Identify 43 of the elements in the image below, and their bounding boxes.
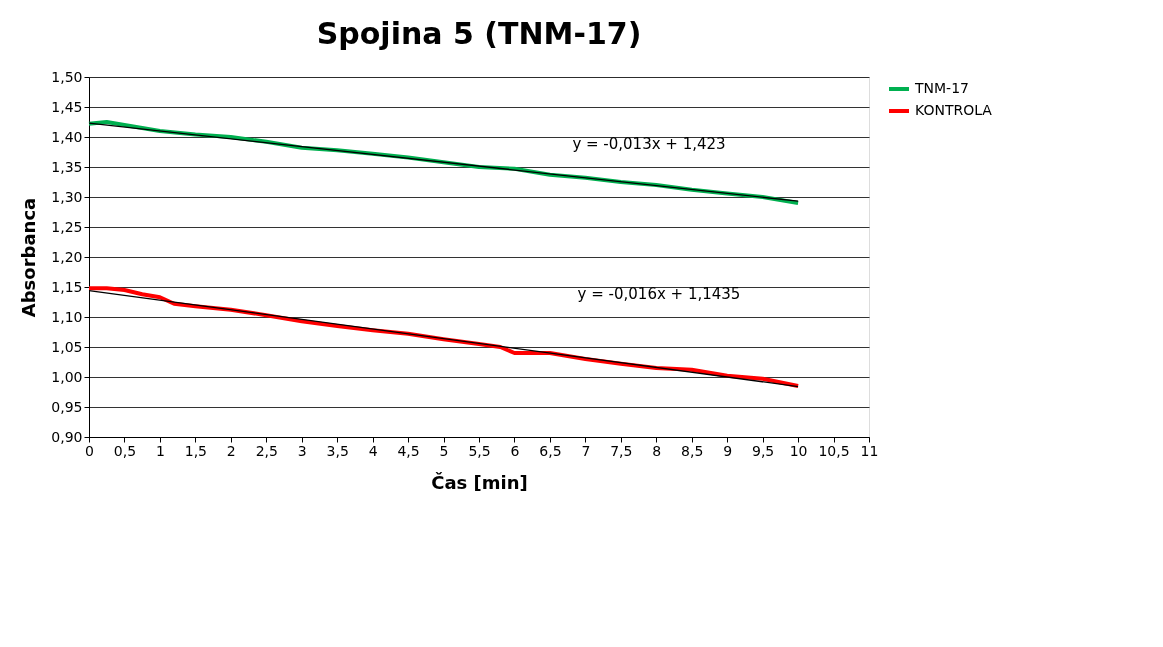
x-tick-label: 8,5 <box>681 442 704 459</box>
y-tick-label: 1,30 <box>51 188 83 205</box>
x-tick-label: 1 <box>155 442 165 459</box>
x-tick-label: 11 <box>860 442 879 459</box>
x-tick-label: 8 <box>652 442 662 459</box>
annotation: y = -0,013x + 1,423 <box>572 135 726 153</box>
x-tick-label: 9,5 <box>752 442 775 459</box>
annotation: y = -0,016x + 1,1435 <box>577 285 741 303</box>
x-tick-label: 10 <box>789 442 808 459</box>
y-tick-label: 1,25 <box>51 218 83 235</box>
legend-label: KONTROLA <box>915 102 993 118</box>
legend-label: TNM-17 <box>914 80 969 96</box>
y-tick-label: 0,95 <box>51 398 83 415</box>
x-tick-label: 0,5 <box>113 442 137 459</box>
y-tick-label: 1,15 <box>51 278 83 295</box>
y-tick-label: 1,20 <box>51 248 83 265</box>
y-tick-label: 1,05 <box>51 338 83 355</box>
x-tick-label: 5 <box>439 442 449 459</box>
x-tick-label: 2 <box>226 442 236 459</box>
x-tick-label: 4,5 <box>397 442 420 459</box>
y-tick-label: 0,90 <box>51 428 83 445</box>
x-tick-label: 0 <box>85 442 94 459</box>
x-tick-label: 3 <box>297 442 307 459</box>
x-tick-label: 7 <box>581 442 591 459</box>
x-tick-label: 1,5 <box>184 442 207 459</box>
y-axis-title: Absorbanca <box>18 197 40 318</box>
x-tick-label: 9 <box>723 442 733 459</box>
y-tick-label: 1,35 <box>51 158 83 175</box>
y-tick-label: 1,10 <box>51 308 83 325</box>
x-tick-label: 6,5 <box>539 442 562 459</box>
y-tick-label: 1,40 <box>51 128 83 145</box>
chart-title: Spojina 5 (TNM-17) <box>316 16 642 51</box>
x-tick-label: 5,5 <box>468 442 491 459</box>
x-tick-label: 4 <box>368 442 378 459</box>
x-tick-label: 6 <box>510 442 520 459</box>
x-tick-label: 2,5 <box>255 442 278 459</box>
x-tick-label: 7,5 <box>610 442 633 459</box>
y-tick-label: 1,45 <box>51 98 83 115</box>
x-axis-title: Čas [min] <box>431 471 528 493</box>
x-tick-label: 10,5 <box>818 442 850 459</box>
y-tick-label: 1,50 <box>51 68 83 85</box>
y-tick-label: 1,00 <box>51 368 83 385</box>
x-tick-label: 3,5 <box>326 442 349 459</box>
